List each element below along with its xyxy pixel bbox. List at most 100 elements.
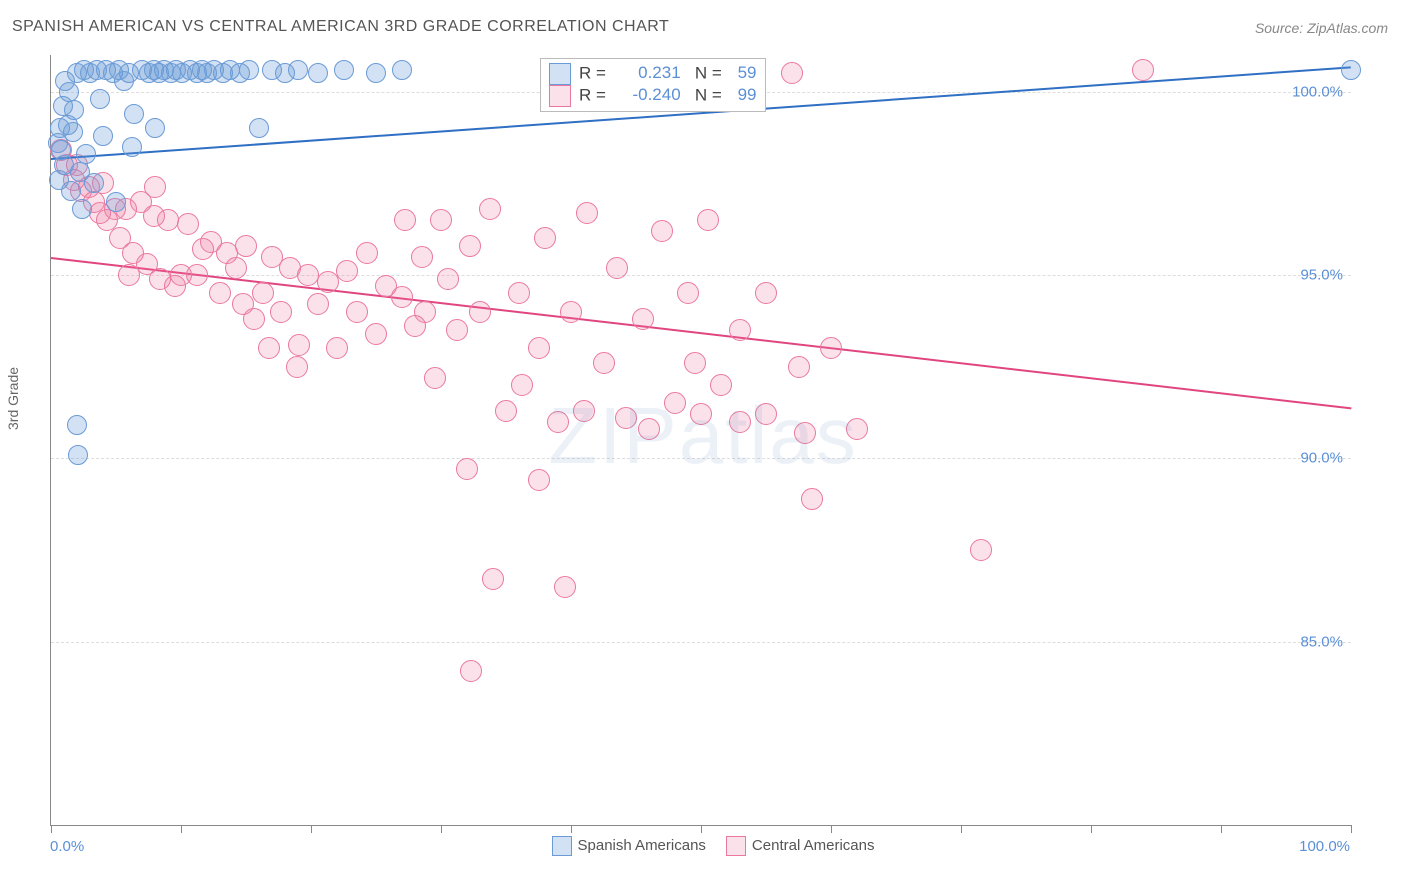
spanish-point	[84, 173, 104, 193]
spanish-r-value: 0.231	[611, 63, 681, 83]
central-point	[651, 220, 673, 242]
central-point	[391, 286, 413, 308]
central-trend-line	[51, 257, 1351, 409]
x-tick	[1351, 825, 1352, 833]
spanish-point	[288, 60, 308, 80]
spanish-point	[366, 63, 386, 83]
n-label: N =	[695, 63, 722, 82]
central-point	[846, 418, 868, 440]
central-point	[664, 392, 686, 414]
central-point	[801, 488, 823, 510]
y-tick-label: 85.0%	[1300, 633, 1343, 650]
legend-bottom: Spanish Americans Central Americans	[0, 836, 1406, 856]
central-point	[511, 374, 533, 396]
central-point	[157, 209, 179, 231]
central-point	[755, 403, 777, 425]
chart-title: SPANISH AMERICAN VS CENTRAL AMERICAN 3RD…	[12, 18, 669, 36]
x-tick	[571, 825, 572, 833]
gridline	[51, 275, 1351, 276]
spanish-point	[93, 126, 113, 146]
central-point	[460, 660, 482, 682]
central-point	[209, 282, 231, 304]
spanish-stat-swatch	[549, 63, 571, 85]
central-point	[235, 235, 257, 257]
central-r-value: -0.240	[611, 85, 681, 105]
central-point	[186, 264, 208, 286]
spanish-point	[68, 445, 88, 465]
source-attribution: Source: ZipAtlas.com	[1255, 20, 1388, 36]
central-point	[414, 301, 436, 323]
central-point	[970, 539, 992, 561]
central-legend-label: Central Americans	[752, 837, 875, 854]
spanish-point	[239, 60, 259, 80]
x-tick	[181, 825, 182, 833]
central-point	[326, 337, 348, 359]
spanish-point	[50, 118, 70, 138]
spanish-point	[122, 137, 142, 157]
central-point	[479, 198, 501, 220]
plot-area: 100.0% 95.0% 90.0% 85.0%	[50, 55, 1351, 826]
central-point	[456, 458, 478, 480]
gridline	[51, 458, 1351, 459]
spanish-point	[76, 144, 96, 164]
x-tick	[961, 825, 962, 833]
spanish-point	[106, 192, 126, 212]
spanish-legend-label: Spanish Americans	[578, 837, 706, 854]
spanish-point	[334, 60, 354, 80]
source-name: ZipAtlas.com	[1307, 20, 1388, 36]
spanish-point	[67, 415, 87, 435]
central-point	[459, 235, 481, 257]
central-point	[684, 352, 706, 374]
central-point	[177, 213, 199, 235]
central-point	[317, 271, 339, 293]
central-point	[560, 301, 582, 323]
r-label: R =	[579, 85, 606, 104]
central-point	[437, 268, 459, 290]
spanish-point	[145, 118, 165, 138]
spanish-point	[249, 118, 269, 138]
central-legend-swatch	[726, 836, 746, 856]
spanish-stat-row: R = 0.231 N = 59	[549, 63, 757, 85]
central-stat-swatch	[549, 85, 571, 107]
gridline	[51, 642, 1351, 643]
central-point	[495, 400, 517, 422]
central-stat-row: R = -0.240 N = 99	[549, 85, 757, 107]
correlation-stats-box: R = 0.231 N = 59R = -0.240 N = 99	[540, 58, 766, 112]
central-point	[336, 260, 358, 282]
central-point	[258, 337, 280, 359]
central-point	[554, 576, 576, 598]
central-point	[729, 319, 751, 341]
y-tick-label: 100.0%	[1292, 83, 1343, 100]
central-point	[394, 209, 416, 231]
central-point	[446, 319, 468, 341]
y-axis-label: 3rd Grade	[5, 367, 21, 430]
central-point	[307, 293, 329, 315]
central-point	[528, 469, 550, 491]
central-point	[356, 242, 378, 264]
n-label: N =	[695, 85, 722, 104]
spanish-point	[124, 104, 144, 124]
central-point	[820, 337, 842, 359]
central-point	[632, 308, 654, 330]
central-point	[144, 176, 166, 198]
central-point	[430, 209, 452, 231]
central-point	[225, 257, 247, 279]
spanish-point	[392, 60, 412, 80]
central-point	[547, 411, 569, 433]
central-n-value: 99	[727, 85, 757, 105]
central-point	[593, 352, 615, 374]
central-point	[576, 202, 598, 224]
spanish-point	[72, 199, 92, 219]
central-point	[469, 301, 491, 323]
central-point	[615, 407, 637, 429]
y-tick-label: 95.0%	[1300, 267, 1343, 284]
y-tick-label: 90.0%	[1300, 450, 1343, 467]
spanish-point	[90, 89, 110, 109]
source-prefix: Source:	[1255, 20, 1307, 36]
central-point	[270, 301, 292, 323]
spanish-point	[308, 63, 328, 83]
spanish-point	[49, 170, 69, 190]
central-point	[232, 293, 254, 315]
central-point	[508, 282, 530, 304]
central-point	[346, 301, 368, 323]
